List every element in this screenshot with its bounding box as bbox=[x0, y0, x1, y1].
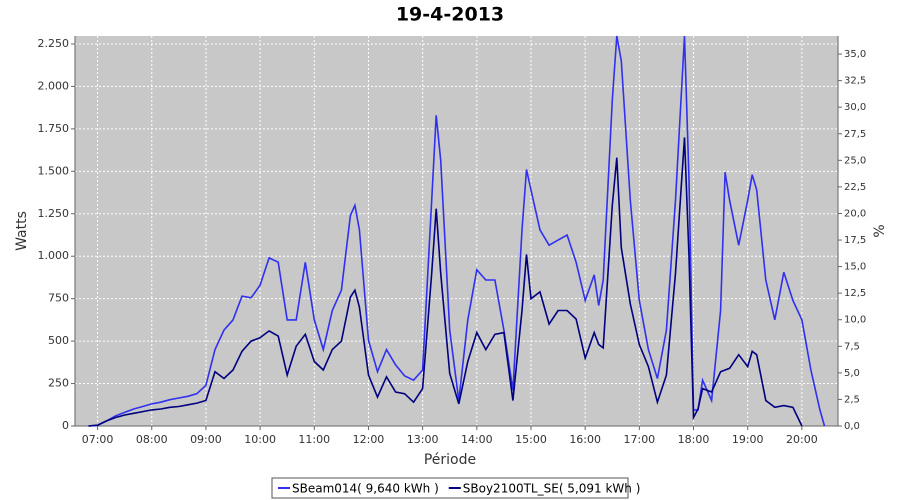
x-tick-label: 07:00 bbox=[82, 433, 114, 446]
x-tick-label: 10:00 bbox=[244, 433, 276, 446]
x-tick-label: 16:00 bbox=[569, 433, 601, 446]
x-tick-label: 09:00 bbox=[190, 433, 222, 446]
y2-tick-label: 2,5 bbox=[844, 394, 860, 405]
y2-axis-label: % bbox=[872, 224, 888, 237]
y-tick-label: 750 bbox=[48, 292, 69, 305]
y2-tick-label: 22,5 bbox=[844, 182, 866, 193]
y2-tick-label: 17,5 bbox=[844, 235, 866, 246]
y-tick-label: 1.750 bbox=[38, 122, 70, 135]
y2-tick-label: 10,0 bbox=[844, 315, 866, 326]
y2-tick-label: 7,5 bbox=[844, 341, 860, 352]
y2-tick-label: 15,0 bbox=[844, 262, 866, 273]
series-line bbox=[88, 35, 826, 427]
y2-tick-label: 35,0 bbox=[844, 49, 866, 60]
y-tick-label: 1.000 bbox=[38, 249, 70, 262]
legend-label: SBoy2100TL_SE( 5,091 kWh ) bbox=[463, 482, 641, 496]
y2-tick-label: 30,0 bbox=[844, 102, 866, 113]
x-axis-label: Période bbox=[424, 452, 476, 468]
y2-tick-label: 27,5 bbox=[844, 129, 866, 140]
x-tick-label: 13:00 bbox=[407, 433, 439, 446]
x-tick-label: 18:00 bbox=[678, 433, 710, 446]
x-tick-label: 15:00 bbox=[515, 433, 547, 446]
y-tick-label: 1.500 bbox=[38, 164, 70, 177]
y-tick-label: 2.000 bbox=[38, 79, 70, 92]
legend-label: SBeam014( 9,640 kWh ) bbox=[292, 482, 439, 496]
y-tick-label: 0 bbox=[62, 419, 69, 432]
x-tick-label: 20:00 bbox=[786, 433, 818, 446]
y-axis-label: Watts bbox=[14, 211, 30, 251]
x-tick-label: 17:00 bbox=[623, 433, 655, 446]
plot-area bbox=[75, 36, 838, 426]
y2-tick-label: 0,0 bbox=[844, 421, 860, 432]
y-tick-label: 500 bbox=[48, 334, 69, 347]
y2-tick-label: 20,0 bbox=[844, 208, 866, 219]
series-line bbox=[88, 137, 803, 427]
y-tick-label: 1.250 bbox=[38, 207, 70, 220]
y-tick-label: 2.250 bbox=[38, 37, 70, 50]
x-tick-label: 14:00 bbox=[461, 433, 493, 446]
y2-tick-label: 12,5 bbox=[844, 288, 866, 299]
y2-tick-label: 5,0 bbox=[844, 368, 860, 379]
x-tick-label: 08:00 bbox=[136, 433, 168, 446]
x-tick-label: 12:00 bbox=[353, 433, 385, 446]
y2-tick-label: 25,0 bbox=[844, 155, 866, 166]
y2-tick-label: 32,5 bbox=[844, 76, 866, 87]
chart-title: 19-4-2013 bbox=[396, 4, 504, 26]
x-tick-label: 11:00 bbox=[298, 433, 330, 446]
x-tick-label: 19:00 bbox=[732, 433, 764, 446]
y-tick-label: 250 bbox=[48, 377, 69, 390]
